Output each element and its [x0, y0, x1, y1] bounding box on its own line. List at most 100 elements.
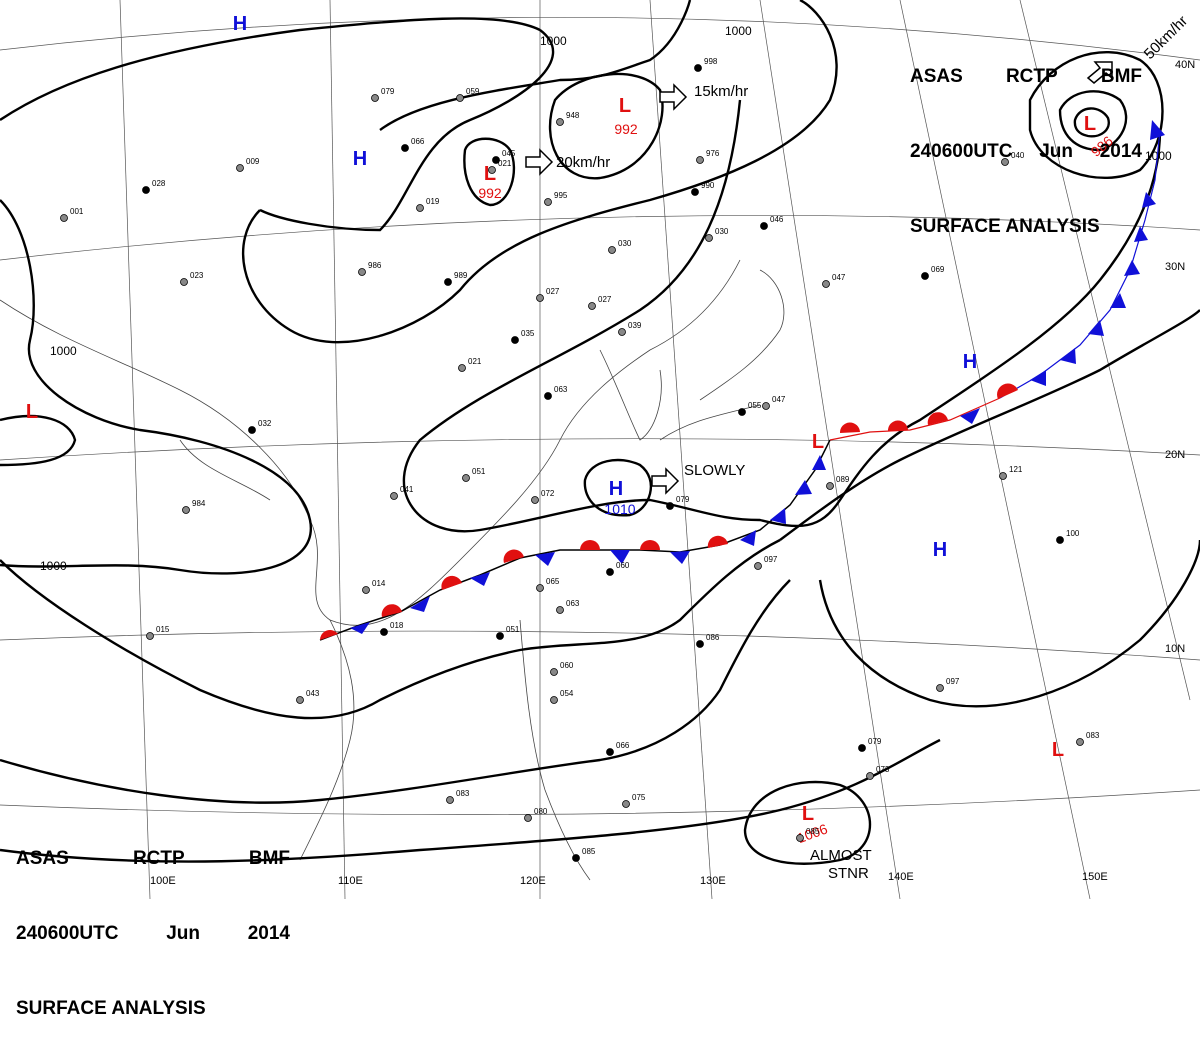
station-pressure: 030 — [715, 227, 729, 236]
header-month: Jun — [166, 923, 200, 944]
warm-front-pip — [887, 420, 908, 431]
warm-front-pips — [320, 383, 1018, 640]
motion-arrow — [651, 467, 680, 495]
isobar-label: 1000 — [50, 344, 77, 358]
cold-front-barb — [770, 508, 786, 524]
station-pressure: 089 — [836, 475, 850, 484]
station-marker — [550, 696, 558, 704]
latitude-label: 30N — [1165, 261, 1185, 273]
station-marker — [182, 506, 190, 514]
station-pressure: 085 — [806, 827, 820, 836]
station-marker — [492, 156, 500, 164]
station-marker — [536, 294, 544, 302]
station-marker — [866, 772, 874, 780]
station-marker — [1076, 738, 1084, 746]
station-marker — [921, 272, 929, 280]
longitude-label: 150E — [1082, 871, 1108, 883]
header-title: SURFACE ANALYSIS — [910, 216, 1100, 237]
low-center: L — [1084, 113, 1096, 135]
cold-front-barb — [1030, 370, 1046, 386]
cold-front-barb — [960, 408, 980, 424]
low-center-value: 992 — [478, 185, 502, 201]
station-pressure: 018 — [390, 621, 404, 630]
station-marker — [401, 144, 409, 152]
station-pressure: 023 — [190, 271, 204, 280]
isobar-label: 1000 — [540, 34, 567, 48]
station-pressure: 986 — [368, 261, 382, 270]
station-pressure: 121 — [1009, 465, 1023, 474]
station-pressure: 990 — [701, 181, 715, 190]
header-line3: SURFACE ANALYSIS — [16, 996, 290, 1021]
cold-front-barb — [1124, 260, 1140, 276]
station-pressure: 045 — [502, 149, 516, 158]
header-station: RCTP — [1005, 66, 1058, 87]
station-pressure: 998 — [704, 57, 718, 66]
header-line2: 240600UTC Jun 2014 — [16, 921, 290, 946]
station-pressure: 100 — [1066, 529, 1080, 538]
latitude-label: 20N — [1165, 449, 1185, 461]
cold-front-barbs — [350, 120, 1165, 634]
isobar-line — [1028, 50, 1164, 179]
station-marker — [531, 496, 539, 504]
cold-front-barb — [1150, 120, 1165, 140]
high-center-value: 1010 — [604, 501, 635, 517]
station-pressure: 063 — [554, 385, 568, 394]
isobar-label: 1000 — [725, 24, 752, 38]
station-pressure: 984 — [192, 499, 206, 508]
header-year: 2014 — [1099, 141, 1142, 162]
station-pressure: 075 — [632, 793, 646, 802]
isobar-line — [743, 780, 872, 865]
station-marker — [1056, 536, 1064, 544]
station-pressure: 027 — [546, 287, 560, 296]
isobar-line — [1058, 90, 1128, 152]
cold-front-barb — [1134, 226, 1148, 242]
station-marker — [236, 164, 244, 172]
low-center: L — [1052, 739, 1064, 761]
header-region: ASAS — [910, 66, 963, 87]
station-pressure: 040 — [1011, 151, 1025, 160]
cold-front-barb — [812, 455, 826, 470]
warm-front-pip — [640, 540, 660, 550]
station-marker — [296, 696, 304, 704]
station-pressure: 046 — [770, 215, 784, 224]
motion-arrow — [659, 83, 688, 111]
station-marker — [416, 204, 424, 212]
station-pressure: 066 — [411, 137, 425, 146]
station-pressure: 019 — [426, 197, 440, 206]
station-pressure: 028 — [152, 179, 166, 188]
station-pressure: 027 — [598, 295, 612, 304]
header-code: BMF — [248, 848, 290, 869]
isobar-line — [0, 199, 313, 575]
pressure-centers: H H L L 992 L 992 L 986 H 1010 H H L L L… — [26, 13, 1116, 846]
station-marker — [536, 584, 544, 592]
isobar-label: 1000 — [1145, 149, 1172, 163]
cold-front-barb — [1110, 293, 1126, 308]
station-pressure: 080 — [534, 807, 548, 816]
station-marker — [606, 568, 614, 576]
station-pressure: 055 — [748, 401, 762, 410]
station-marker — [456, 94, 464, 102]
station-marker — [796, 834, 804, 842]
station-marker — [696, 156, 704, 164]
station-marker — [588, 302, 596, 310]
isobar-line — [0, 538, 781, 720]
station-marker — [550, 668, 558, 676]
isobar-line — [0, 414, 77, 467]
station-marker — [666, 502, 674, 510]
station-marker — [606, 748, 614, 756]
station-marker — [738, 408, 746, 416]
warm-front-pip — [503, 549, 524, 563]
station-pressure: 083 — [456, 789, 470, 798]
motion-label: SLOWLY — [684, 462, 745, 479]
isobar-line — [0, 738, 941, 863]
longitude-label: 130E — [700, 875, 726, 887]
motion-arrow — [1086, 61, 1113, 84]
station-pressure: 032 — [258, 419, 272, 428]
station-marker — [496, 632, 504, 640]
header-line2: 240600UTC Jun 2014 — [910, 139, 1142, 164]
station-pressure: 976 — [706, 149, 720, 158]
station-pressure: 035 — [521, 329, 535, 338]
cold-front-barb — [795, 480, 812, 495]
station-marker — [248, 426, 256, 434]
cold-front-barb — [610, 550, 630, 564]
